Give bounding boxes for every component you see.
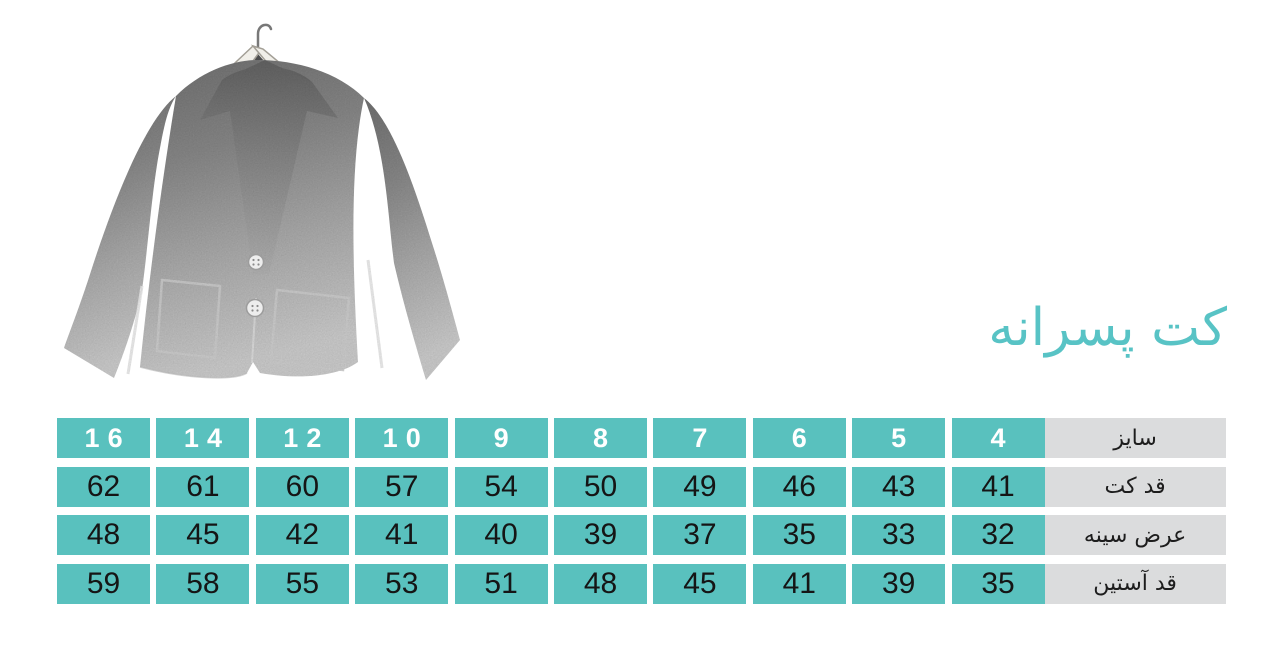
value-cell: 39 bbox=[553, 515, 648, 556]
value-cell: 39 bbox=[852, 563, 946, 604]
size-cell: 5 bbox=[852, 418, 946, 458]
jacket-lapel-right bbox=[259, 60, 338, 274]
value-cell: 54 bbox=[454, 466, 548, 507]
value-cell: 43 bbox=[852, 466, 946, 507]
value-cell: 59 bbox=[57, 563, 151, 604]
size-cell: 14 bbox=[156, 418, 250, 458]
jacket-lapel-left bbox=[200, 60, 265, 274]
jacket-pocket-left bbox=[155, 278, 222, 360]
value-cell: 41 bbox=[752, 563, 846, 604]
row-sleeve-length: 59 58 55 53 51 48 45 41 39 35 قد آستین bbox=[57, 563, 1226, 604]
size-cell: 6 bbox=[752, 418, 846, 458]
value-cell: 53 bbox=[355, 563, 449, 604]
jacket-button-top bbox=[247, 253, 265, 271]
jacket-sleeve-left bbox=[64, 96, 176, 378]
size-cell: 9 bbox=[454, 418, 548, 458]
jacket-image bbox=[64, 23, 460, 380]
value-cell: 45 bbox=[653, 563, 747, 604]
jacket-button-bottom bbox=[245, 298, 265, 318]
value-cell: 58 bbox=[156, 563, 250, 604]
page-title: کت پسرانه bbox=[988, 298, 1227, 358]
value-cell: 37 bbox=[653, 515, 747, 556]
value-cell: 33 bbox=[852, 515, 946, 556]
value-cell: 51 bbox=[454, 563, 548, 604]
value-cell: 42 bbox=[255, 515, 349, 556]
size-cell: 4 bbox=[951, 418, 1045, 458]
row-chest-width: 48 45 42 41 40 39 37 35 33 32 عرض سینه bbox=[57, 515, 1226, 556]
jacket-pocket-right bbox=[269, 288, 351, 372]
size-header-row: 16 14 12 10 9 8 7 6 5 4 سایز bbox=[57, 418, 1226, 458]
size-cell: 8 bbox=[553, 418, 648, 458]
size-cell: 10 bbox=[355, 418, 449, 458]
value-cell: 57 bbox=[355, 466, 449, 507]
size-chart-table: 16 14 12 10 9 8 7 6 5 4 سایز 62 61 60 57… bbox=[57, 418, 1226, 604]
value-cell: 48 bbox=[553, 563, 648, 604]
value-cell: 40 bbox=[454, 515, 548, 556]
value-cell: 32 bbox=[951, 515, 1045, 556]
value-cell: 50 bbox=[553, 466, 648, 507]
value-cell: 35 bbox=[752, 515, 846, 556]
value-cell: 55 bbox=[255, 563, 349, 604]
size-cell: 16 bbox=[57, 418, 151, 458]
value-cell: 35 bbox=[951, 563, 1045, 604]
value-cell: 41 bbox=[951, 466, 1045, 507]
row-coat-length: 62 61 60 57 54 50 49 46 43 41 قد کت bbox=[57, 466, 1226, 507]
value-cell: 41 bbox=[355, 515, 449, 556]
size-cell: 7 bbox=[653, 418, 747, 458]
value-cell: 46 bbox=[752, 466, 846, 507]
value-cell: 49 bbox=[653, 466, 747, 507]
value-cell: 45 bbox=[156, 515, 250, 556]
value-cell: 61 bbox=[156, 466, 250, 507]
value-cell: 62 bbox=[57, 466, 151, 507]
value-cell: 60 bbox=[255, 466, 349, 507]
size-cell: 12 bbox=[255, 418, 349, 458]
row-label-chest-width: عرض سینه bbox=[1044, 515, 1226, 556]
value-cell: 48 bbox=[57, 515, 151, 556]
row-label-coat-length: قد کت bbox=[1044, 466, 1226, 507]
row-label-size: سایز bbox=[1044, 418, 1226, 458]
row-label-sleeve-length: قد آستین bbox=[1044, 563, 1226, 604]
jacket-sleeve-right bbox=[364, 98, 460, 380]
